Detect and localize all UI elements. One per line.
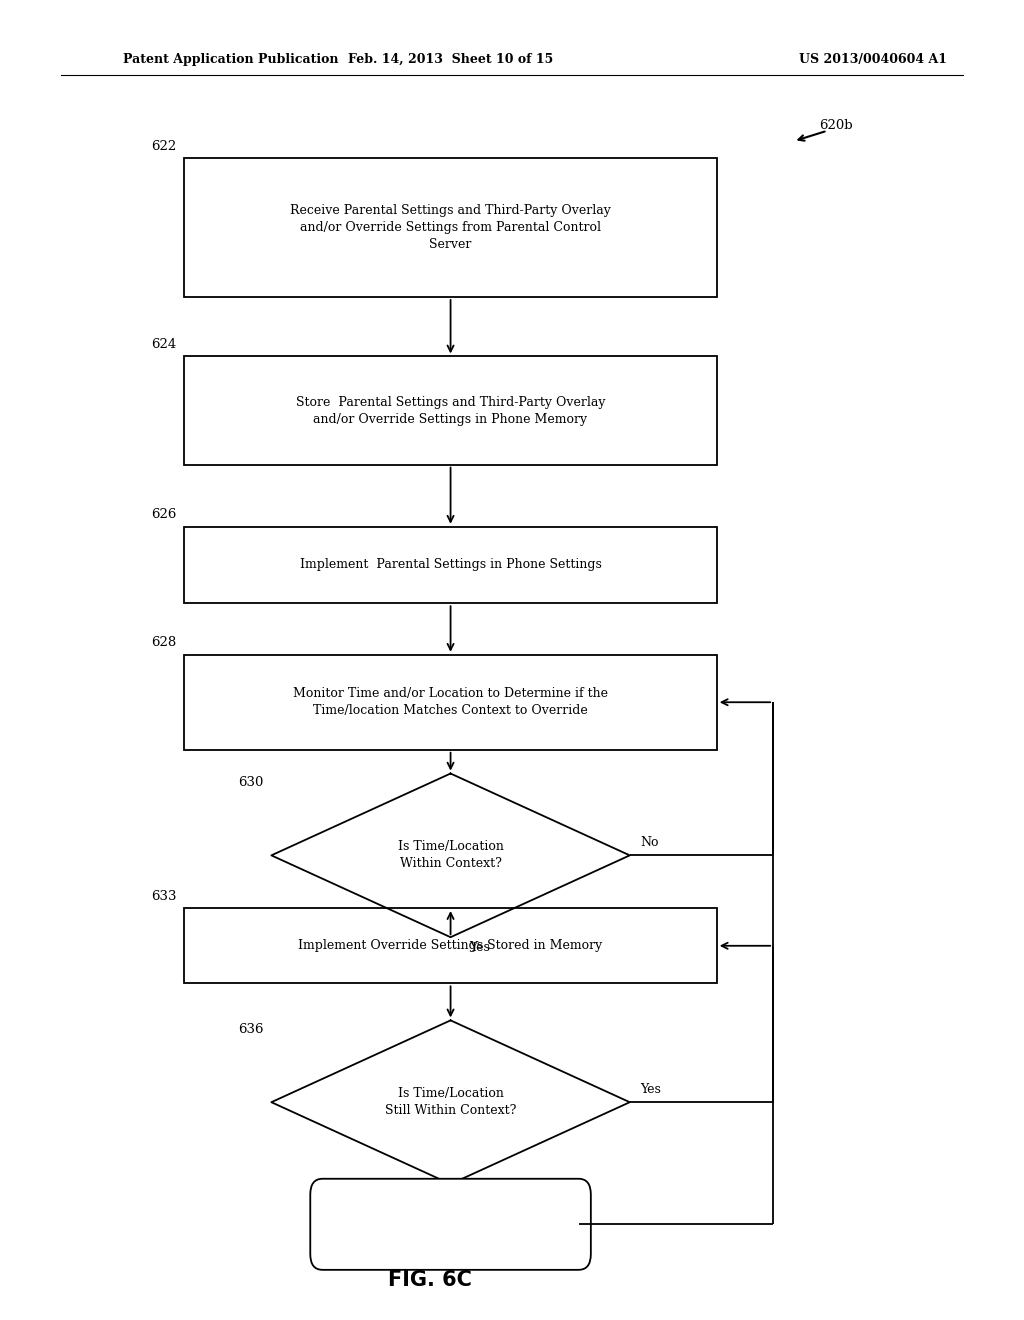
- Text: Receive Parental Settings and Third-Party Overlay
and/or Override Settings from : Receive Parental Settings and Third-Part…: [290, 205, 611, 251]
- Text: Yes: Yes: [469, 941, 489, 954]
- Text: Yes: Yes: [640, 1082, 660, 1096]
- Text: Is Time/Location
Still Within Context?: Is Time/Location Still Within Context?: [385, 1088, 516, 1117]
- Text: Patent Application Publication: Patent Application Publication: [123, 53, 338, 66]
- Text: No: No: [461, 1188, 479, 1201]
- FancyBboxPatch shape: [310, 1179, 591, 1270]
- Text: No: No: [640, 836, 658, 849]
- FancyBboxPatch shape: [184, 908, 717, 983]
- Text: 624: 624: [151, 338, 176, 351]
- FancyBboxPatch shape: [184, 356, 717, 465]
- FancyBboxPatch shape: [184, 527, 717, 603]
- Text: 628: 628: [151, 636, 176, 649]
- FancyBboxPatch shape: [184, 158, 717, 297]
- Text: Implement Override Settings Stored in Memory: Implement Override Settings Stored in Me…: [298, 940, 603, 952]
- Text: 620b: 620b: [819, 119, 853, 132]
- Text: 636: 636: [238, 1023, 263, 1036]
- Text: 630: 630: [238, 776, 263, 789]
- Text: Feb. 14, 2013  Sheet 10 of 15: Feb. 14, 2013 Sheet 10 of 15: [348, 53, 553, 66]
- Text: Monitor Time and/or Location to Determine if the
Time/location Matches Context t: Monitor Time and/or Location to Determin…: [293, 688, 608, 717]
- Text: Implement  Parental Settings in Phone Settings: Implement Parental Settings in Phone Set…: [300, 558, 601, 572]
- Polygon shape: [271, 1020, 630, 1184]
- Text: 622: 622: [151, 140, 176, 153]
- FancyBboxPatch shape: [184, 655, 717, 750]
- Text: FIG. 6C: FIG. 6C: [388, 1270, 472, 1291]
- Text: Is Time/Location
Within Context?: Is Time/Location Within Context?: [397, 841, 504, 870]
- Text: Store  Parental Settings and Third-Party Overlay
and/or Override Settings in Pho: Store Parental Settings and Third-Party …: [296, 396, 605, 425]
- Text: 633: 633: [151, 890, 176, 903]
- Text: US 2013/0040604 A1: US 2013/0040604 A1: [799, 53, 947, 66]
- Text: 626: 626: [151, 508, 176, 521]
- Polygon shape: [271, 774, 630, 937]
